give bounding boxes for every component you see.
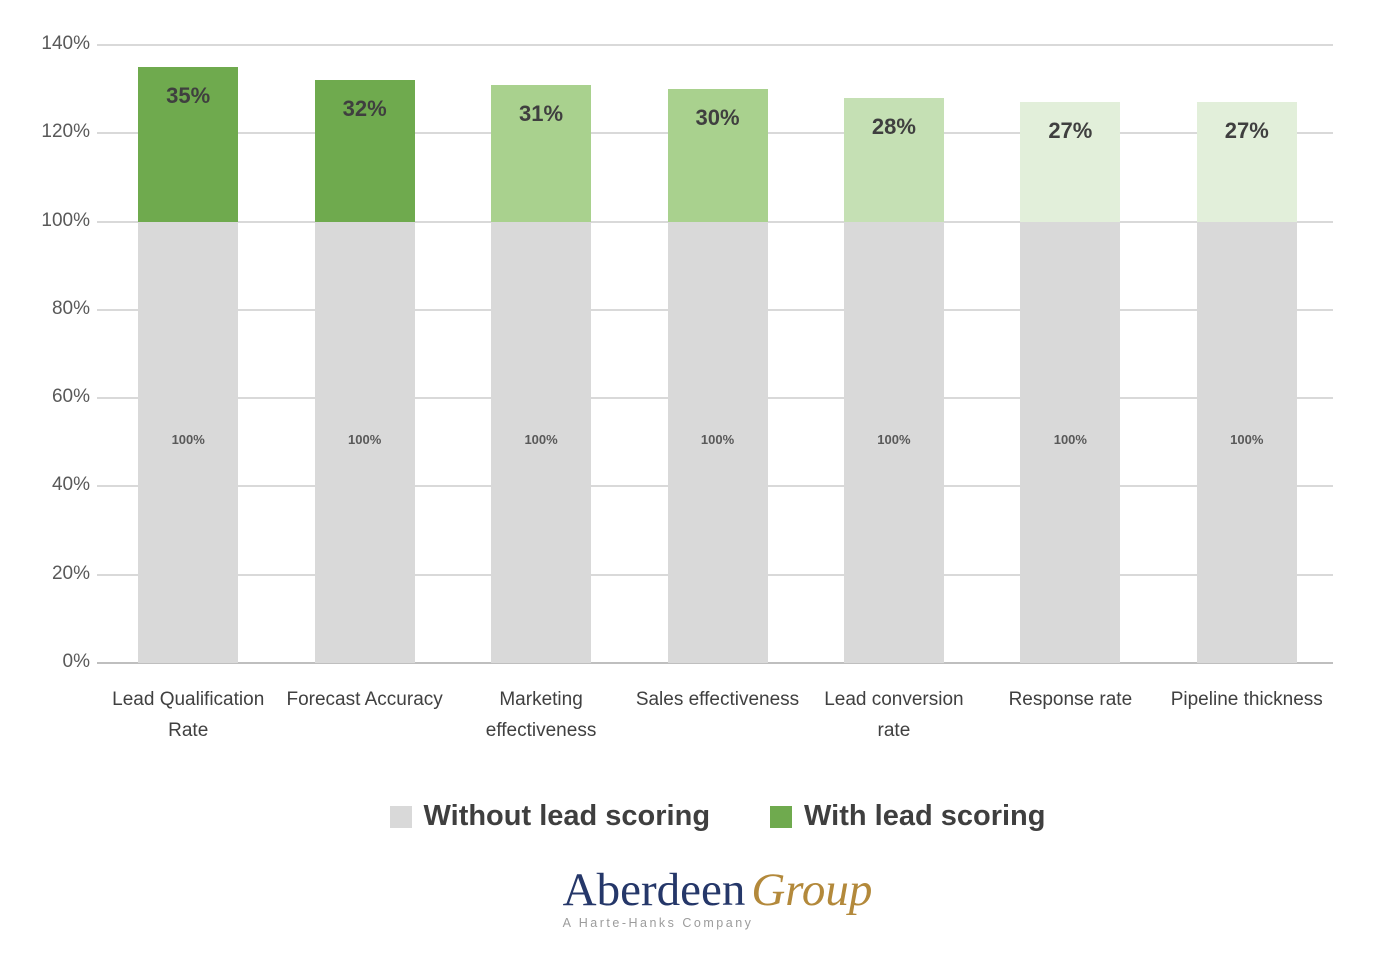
legend-item: With lead scoring (770, 800, 1045, 833)
bar-value-label: 100% (348, 432, 382, 448)
bar-value-label: 28% (871, 113, 916, 139)
logo-tagline: A Harte-Hanks Company (562, 916, 754, 931)
bar-value-label: 27% (1224, 118, 1269, 144)
bar-value-label: 31% (519, 100, 564, 126)
bar-segment-without-lead-scoring (314, 221, 415, 663)
aberdeen-logo-inner: Aberdeen Group A Harte-Hanks Company (562, 864, 873, 931)
y-axis-tick-label: 60% (51, 386, 90, 408)
bar-value-label: 100% (524, 432, 558, 448)
category-label: Sales effectiveness (635, 689, 800, 710)
bar-segment-with-lead-scoring (667, 89, 768, 222)
bar-segment-without-lead-scoring (1020, 221, 1121, 663)
legend-item: Without lead scoring (389, 800, 711, 833)
legend: Without lead scoring With lead scoring (100, 800, 1335, 833)
bar-value-label: 100% (700, 432, 735, 448)
bar-segment-with-lead-scoring (1196, 102, 1297, 222)
y-axis-tick-label: 20% (51, 562, 90, 584)
legend-swatch (389, 805, 412, 828)
category-label: Response rate (1008, 689, 1133, 710)
bar-segment-without-lead-scoring (491, 221, 592, 663)
logo-name-secondary: Group (751, 864, 873, 916)
bar-segment-without-lead-scoring (843, 221, 944, 663)
bar-value-label: 100% (171, 432, 205, 448)
bar-segment-with-lead-scoring (843, 97, 944, 222)
bar-value-label: 32% (342, 96, 387, 122)
bar-value-label: 27% (1048, 118, 1093, 144)
y-axis-tick-label: 120% (41, 121, 90, 143)
logo-name-primary: Aberdeen (562, 864, 746, 916)
bar-value-label: 100% (877, 432, 911, 448)
bar-segment-without-lead-scoring (1196, 221, 1297, 663)
category-label: Lead Qualification Rate (112, 689, 265, 742)
bar-value-label: 100% (1230, 432, 1264, 448)
bar-value-label: 30% (695, 105, 740, 131)
bar-value-label: 35% (166, 83, 211, 109)
y-axis-tick-label: 0% (62, 651, 90, 672)
bar-value-label: 100% (1053, 432, 1087, 448)
aberdeen-logo-text: Aberdeen Group (562, 864, 873, 916)
legend-label: Without lead scoring (423, 800, 711, 832)
bar-segment-with-lead-scoring (491, 84, 592, 222)
category-label: Pipeline thickness (1170, 689, 1323, 710)
bar-segment-without-lead-scoring (138, 221, 239, 663)
aberdeen-logo: Aberdeen Group A Harte-Hanks Company (100, 864, 1335, 932)
bar-segment-with-lead-scoring (1020, 102, 1121, 222)
bar-segment-with-lead-scoring (138, 67, 239, 222)
gridline-140 (97, 44, 1333, 46)
bar-segment-without-lead-scoring (667, 221, 768, 663)
category-label: Lead conversion rate (824, 689, 964, 742)
category-label: Forecast Accuracy (286, 689, 443, 710)
y-axis-tick-label: 40% (51, 474, 90, 496)
y-axis-tick-label: 140% (41, 33, 90, 54)
legend-swatch (770, 805, 793, 828)
y-axis-tick-label: 100% (41, 209, 90, 231)
y-axis-tick-label: 80% (51, 297, 90, 319)
gridline-0 (97, 662, 1333, 664)
legend-label: With lead scoring (804, 800, 1046, 832)
category-label: Marketing effectiveness (485, 689, 597, 742)
bar-segment-with-lead-scoring (314, 80, 415, 222)
